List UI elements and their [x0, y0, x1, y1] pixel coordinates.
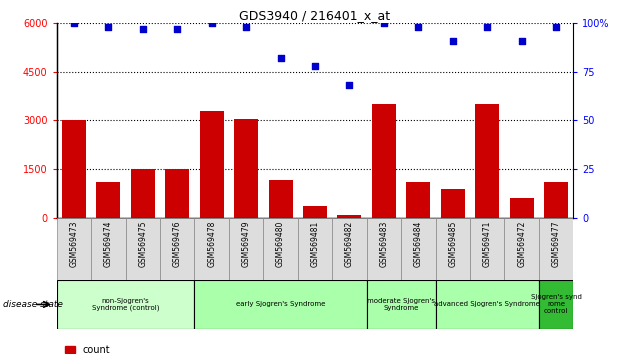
Legend: count, percentile rank within the sample: count, percentile rank within the sample: [62, 341, 252, 354]
Point: [207, 20, 217, 26]
Point: [138, 26, 148, 32]
Bar: [367, 280, 435, 329]
Text: GSM569483: GSM569483: [379, 221, 388, 267]
Bar: [505, 218, 539, 280]
Point: [310, 63, 320, 69]
Text: GSM569473: GSM569473: [69, 221, 78, 267]
Text: moderate Sjogren's
Syndrome: moderate Sjogren's Syndrome: [367, 298, 435, 311]
Point: [448, 38, 458, 44]
Bar: [401, 218, 435, 280]
Bar: [435, 280, 539, 329]
Point: [275, 55, 285, 61]
Text: advanced Sjogren's Syndrome: advanced Sjogren's Syndrome: [434, 302, 540, 307]
Text: GSM569477: GSM569477: [552, 221, 561, 267]
Bar: [338, 215, 362, 218]
Text: GSM569475: GSM569475: [139, 221, 147, 267]
Point: [172, 26, 182, 32]
Bar: [195, 280, 367, 329]
Text: Sjogren's synd
rome
control: Sjogren's synd rome control: [530, 295, 581, 314]
Text: GSM569479: GSM569479: [242, 221, 251, 267]
Bar: [165, 169, 189, 218]
Point: [551, 24, 561, 30]
Bar: [435, 218, 470, 280]
Text: disease state: disease state: [3, 300, 63, 309]
Text: GSM569480: GSM569480: [276, 221, 285, 267]
Point: [482, 24, 492, 30]
Bar: [475, 104, 499, 218]
Text: GSM569485: GSM569485: [449, 221, 457, 267]
Point: [241, 24, 251, 30]
Bar: [303, 206, 327, 218]
Text: non-Sjogren's
Syndrome (control): non-Sjogren's Syndrome (control): [92, 298, 159, 311]
Bar: [62, 120, 86, 218]
Text: GSM569481: GSM569481: [311, 221, 319, 267]
Bar: [160, 218, 195, 280]
Title: GDS3940 / 216401_x_at: GDS3940 / 216401_x_at: [239, 9, 391, 22]
Point: [69, 20, 79, 26]
Point: [413, 24, 423, 30]
Bar: [470, 218, 505, 280]
Point: [379, 20, 389, 26]
Bar: [406, 182, 430, 218]
Bar: [57, 280, 195, 329]
Bar: [125, 218, 160, 280]
Text: GSM569472: GSM569472: [517, 221, 526, 267]
Bar: [510, 198, 534, 218]
Text: GSM569471: GSM569471: [483, 221, 491, 267]
Bar: [372, 104, 396, 218]
Bar: [131, 169, 155, 218]
Text: early Sjogren's Syndrome: early Sjogren's Syndrome: [236, 302, 325, 307]
Bar: [195, 218, 229, 280]
Point: [103, 24, 113, 30]
Bar: [57, 218, 91, 280]
Bar: [539, 218, 573, 280]
Bar: [91, 218, 125, 280]
Bar: [544, 182, 568, 218]
Bar: [332, 218, 367, 280]
Bar: [200, 110, 224, 218]
Text: GSM569476: GSM569476: [173, 221, 181, 267]
Text: GSM569484: GSM569484: [414, 221, 423, 267]
Bar: [268, 181, 292, 218]
Text: GSM569474: GSM569474: [104, 221, 113, 267]
Point: [517, 38, 527, 44]
Bar: [234, 119, 258, 218]
Bar: [298, 218, 332, 280]
Bar: [441, 188, 465, 218]
Bar: [229, 218, 263, 280]
Bar: [539, 280, 573, 329]
Point: [345, 82, 355, 88]
Bar: [367, 218, 401, 280]
Bar: [96, 182, 120, 218]
Text: GSM569482: GSM569482: [345, 221, 354, 267]
Bar: [263, 218, 298, 280]
Text: GSM569478: GSM569478: [207, 221, 216, 267]
